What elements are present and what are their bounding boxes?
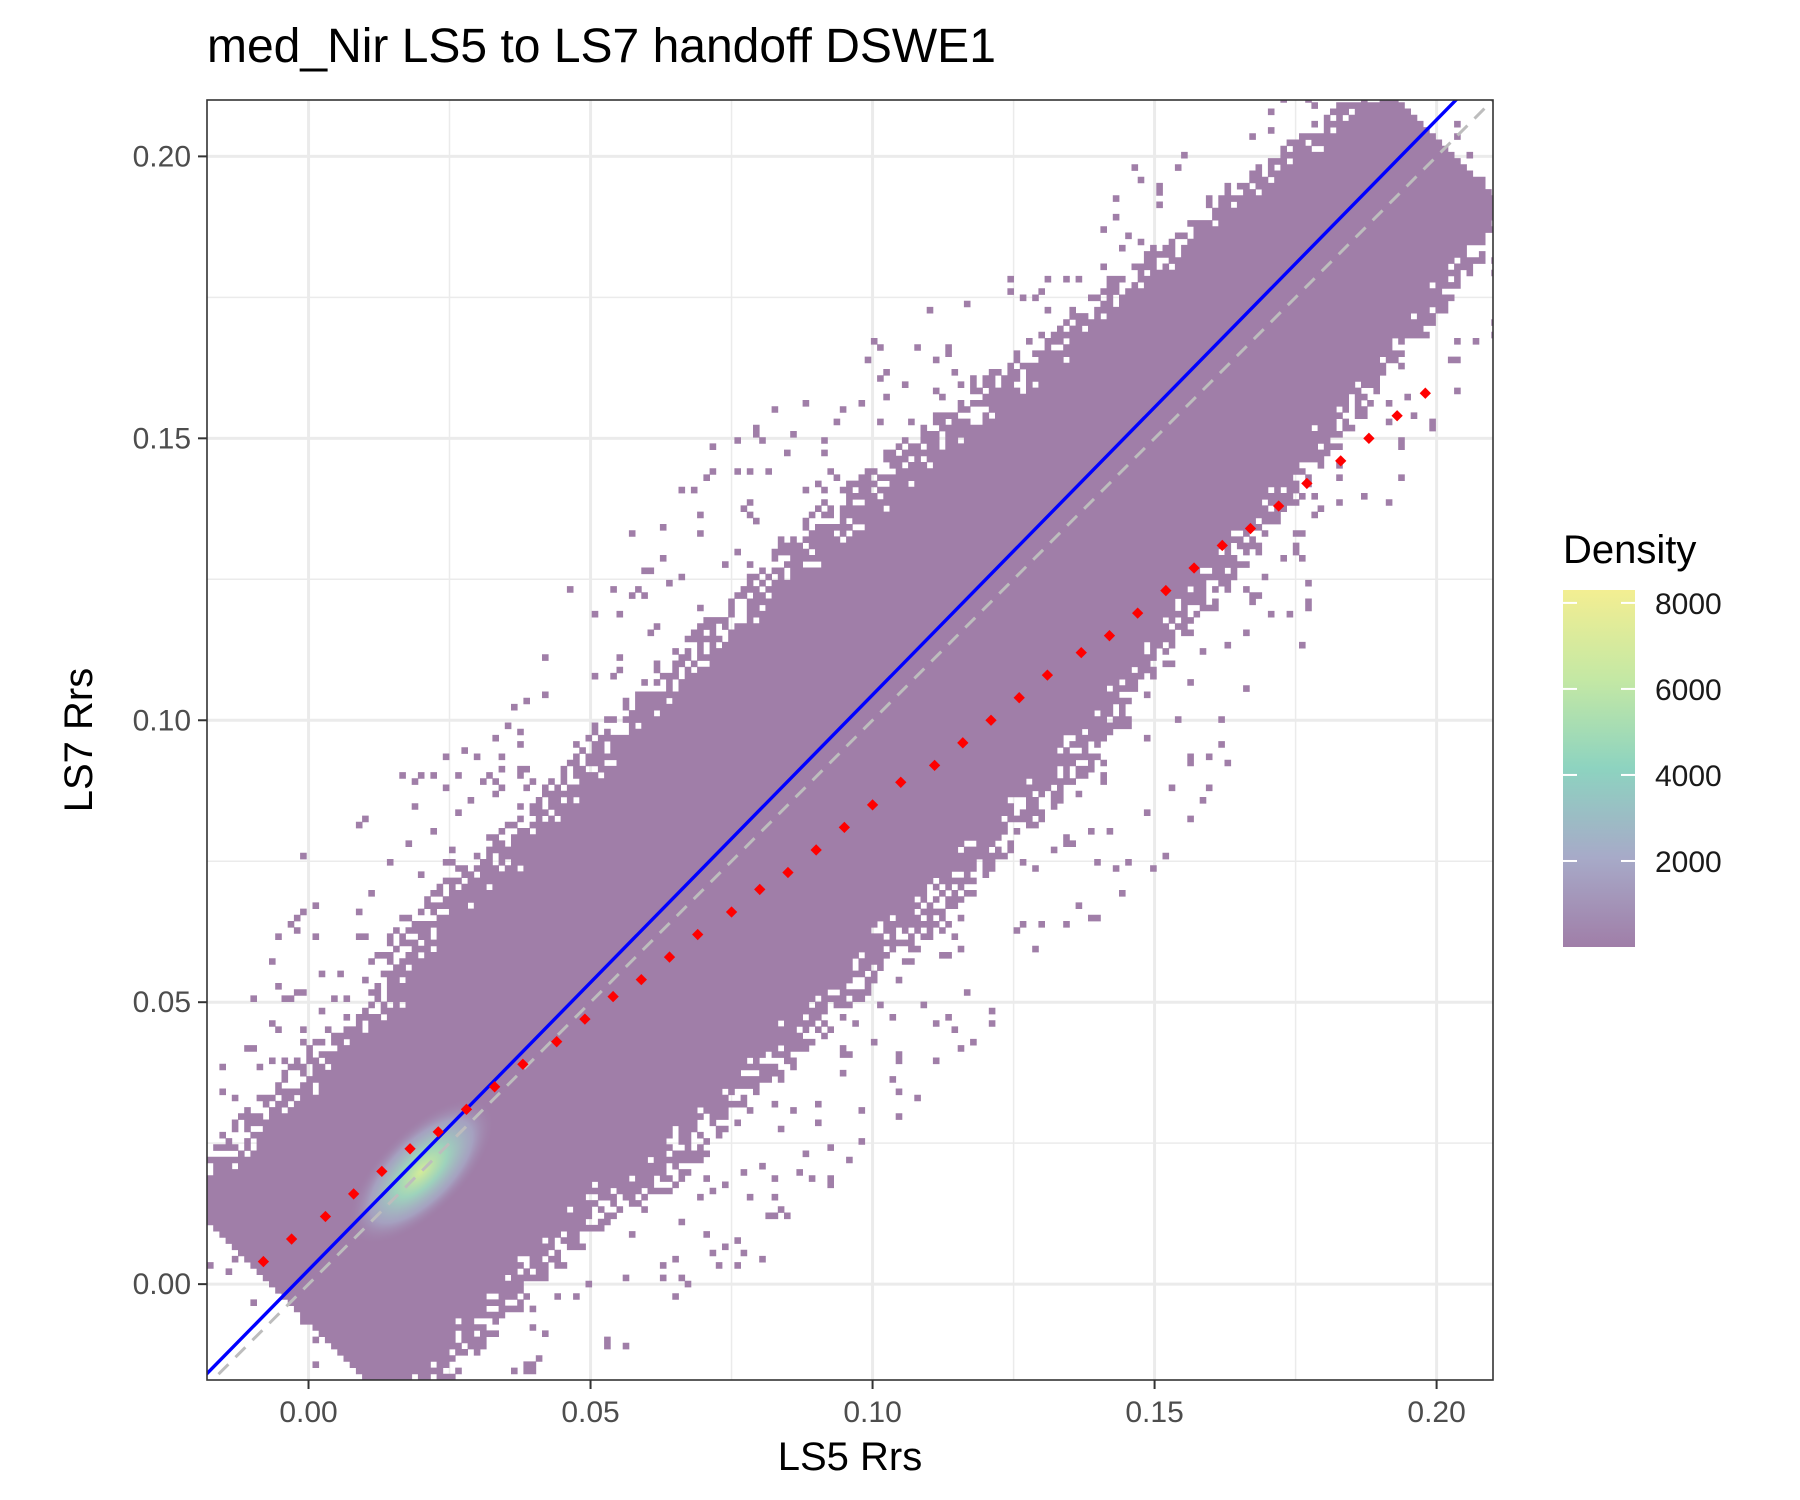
handoff-point [754, 883, 766, 896]
handoff-point [838, 821, 851, 834]
handoff-point [895, 776, 907, 788]
handoff-point [551, 1036, 563, 1048]
handoff-point [1244, 522, 1257, 535]
x-tick-label: 0.00 [279, 1396, 337, 1429]
handoff-point [347, 1188, 360, 1200]
legend-title: Density [1563, 528, 1696, 572]
one-to-one-line [210, 100, 1493, 1380]
handoff-point [1132, 607, 1144, 619]
handoff-point [1419, 387, 1431, 399]
legend-tick-label: 4000 [1655, 760, 1722, 793]
handoff-point [1160, 584, 1172, 597]
x-tick-label: 0.20 [1407, 1396, 1465, 1429]
handoff-point [517, 1058, 529, 1070]
handoff-point [1363, 432, 1375, 444]
y-tick-label: 0.10 [133, 704, 191, 737]
x-tick-label: 0.05 [561, 1396, 619, 1429]
handoff-point [1075, 646, 1087, 659]
handoff-point [928, 759, 941, 772]
x-tick-label: 0.10 [843, 1396, 901, 1429]
handoff-point [1273, 500, 1285, 512]
handoff-point [957, 737, 969, 749]
handoff-point [432, 1126, 444, 1138]
handoff-point [1335, 455, 1347, 467]
handoff-point [404, 1143, 416, 1155]
handoff-point [1391, 410, 1403, 422]
legend-tick-label: 2000 [1655, 846, 1722, 879]
y-tick-label: 0.00 [133, 1268, 191, 1301]
y-axis-title: LS7 Rrs [57, 668, 101, 813]
legend-ticks: 2000 4000 6000 8000 [1563, 588, 1722, 879]
handoff-point [257, 1255, 270, 1268]
y-tick-label: 0.20 [133, 140, 191, 173]
handoff-point [1103, 630, 1116, 642]
handoff-point [1216, 539, 1228, 552]
y-tick-label: 0.05 [133, 986, 191, 1019]
handoff-point [319, 1210, 332, 1223]
handoff-point [1301, 477, 1313, 490]
chart-title: med_Nir LS5 to LS7 handoff DSWE1 [207, 20, 996, 73]
handoff-point [1041, 669, 1054, 681]
x-tick-label: 0.15 [1125, 1396, 1183, 1429]
plot-border [206, 99, 1494, 1381]
handoff-point [1188, 562, 1200, 574]
x-axis-title: LS5 Rrs [778, 1435, 923, 1479]
lines-layer [207, 100, 1493, 1380]
handoff-point [460, 1103, 473, 1115]
legend-colorbar [1563, 590, 1635, 947]
handoff-point [489, 1081, 501, 1093]
handoff-point [376, 1165, 388, 1178]
handoff-point [782, 866, 794, 879]
x-axis: 0.00 0.05 0.10 0.15 0.20 [279, 1380, 1466, 1429]
legend: Density 2000 4000 6000 8000 [1563, 528, 1722, 947]
legend-tick-label: 8000 [1655, 588, 1722, 621]
y-tick-label: 0.15 [133, 422, 191, 455]
handoff-point [607, 990, 619, 1003]
handoff-point [1013, 692, 1025, 704]
handoff-point [725, 906, 738, 918]
handoff-point [985, 714, 997, 726]
handoff-point [866, 799, 879, 811]
handoff-point [579, 1013, 591, 1025]
handoff-point [663, 951, 676, 963]
handoff-point [810, 844, 822, 856]
handoff-point [692, 928, 704, 941]
handoff-point [285, 1233, 298, 1245]
handoff-point [635, 973, 647, 986]
y-axis: 0.00 0.05 0.10 0.15 0.20 [133, 140, 207, 1301]
legend-tick-label: 6000 [1655, 674, 1722, 707]
fit-line [207, 100, 1459, 1376]
